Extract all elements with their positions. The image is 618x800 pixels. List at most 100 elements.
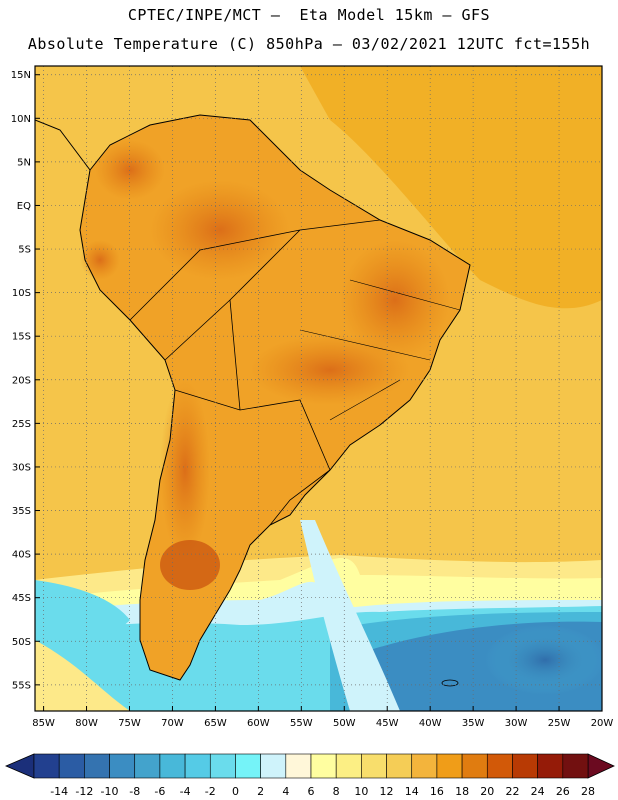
lat-tick-label: 30S — [12, 462, 31, 473]
colorbar-label: 28 — [581, 785, 595, 798]
colorbar-swatch — [84, 753, 110, 779]
colorbar-swatch — [58, 753, 85, 779]
lon-tick-label: 55W — [290, 718, 313, 729]
colorbar-label: 12 — [380, 785, 394, 798]
colorbar-swatch — [33, 753, 60, 779]
colorbar-low-arrow — [4, 753, 35, 779]
lat-tick-label: 50S — [12, 637, 31, 648]
coastal-cool-plume — [300, 520, 400, 711]
lat-tick-label: 5S — [18, 245, 31, 256]
colorbar-label: -8 — [129, 785, 140, 798]
colorbar-label: 20 — [480, 785, 494, 798]
lat-tick-label: EQ — [17, 201, 31, 212]
pacific-cold-band — [35, 580, 130, 644]
temperature-field — [35, 66, 602, 711]
hot-area-colombia — [95, 140, 165, 200]
lat-tick-label: 55S — [12, 680, 31, 691]
colorbar-swatch — [310, 753, 337, 779]
colorbar-swatch — [184, 753, 211, 779]
lat-tick-label: 25S — [12, 419, 31, 430]
colorbar-label: 2 — [257, 785, 264, 798]
central-america-coast — [35, 119, 91, 171]
colorbar-label: 10 — [354, 785, 368, 798]
colorbar-swatch — [134, 753, 161, 779]
longitude-axis: 85W 80W 75W 70W 65W 60W 55W 50W 45W 40W 35W 30W 25W 2… — [32, 706, 613, 729]
lat-tick-label: 40S — [12, 550, 31, 561]
colorbar-swatch — [386, 753, 413, 779]
graticule — [35, 66, 603, 711]
hot-area-northeast — [340, 240, 450, 360]
colorbar-swatch — [411, 753, 438, 779]
colorbar-swatch — [361, 753, 387, 779]
colorbar-label: 0 — [232, 785, 239, 798]
colorbar-label: 8 — [333, 785, 340, 798]
colorbar-swatch — [285, 753, 312, 779]
colorbar-label: -14 — [50, 785, 68, 798]
lon-tick-label: 20W — [591, 718, 614, 729]
colorbar-label: 14 — [405, 785, 419, 798]
cold-core — [485, 625, 602, 695]
pacific-south-band — [35, 640, 130, 711]
lat-tick-label: 15S — [12, 332, 31, 343]
lon-tick-label: 35W — [462, 718, 485, 729]
colorbar-swatch — [335, 753, 362, 779]
hot-area-peru — [80, 240, 120, 280]
lon-tick-label: 45W — [376, 718, 399, 729]
latitude-axis: 15N 10N 5N EQ 5S 10S 15S 20S 25S 30S 35S 40S 45S 50S 5… — [11, 70, 40, 691]
colorbar-swatch — [461, 753, 488, 779]
hot-area-central — [250, 335, 410, 405]
colorbar-swatch — [512, 753, 538, 779]
lat-tick-label: 10S — [12, 288, 31, 299]
colorbar-label: 4 — [282, 785, 289, 798]
colorbar-swatch — [109, 753, 136, 779]
colorbar-swatch — [537, 753, 564, 779]
colorbar-label: -4 — [180, 785, 191, 798]
lon-tick-label: 85W — [32, 718, 55, 729]
colorbar-swatch — [436, 753, 463, 779]
lat-tick-label: 5N — [17, 157, 31, 168]
coastline — [79, 114, 471, 681]
lat-tick-label: 10N — [11, 114, 31, 125]
lon-tick-label: 65W — [204, 718, 227, 729]
colorbar-swatch — [260, 753, 287, 779]
lon-tick-label: 70W — [161, 718, 184, 729]
lon-tick-label: 25W — [548, 718, 571, 729]
colorbar-swatch — [209, 753, 236, 779]
colorbar-label: 18 — [455, 785, 469, 798]
lat-tick-label: 45S — [12, 593, 31, 604]
country-borders — [129, 219, 381, 526]
colorbar-label: 6 — [308, 785, 315, 798]
warm-ocean-north — [300, 66, 602, 309]
colorbar-swatch — [235, 753, 261, 779]
colorbar-label: -10 — [101, 785, 119, 798]
hot-area-amazon — [150, 180, 290, 280]
colorbar: -14 -12 -10 -8 -6 -4 -2 0 2 4 6 8 10 12 14 16 18 20 22 24 26… — [4, 753, 615, 798]
lon-tick-label: 75W — [118, 718, 141, 729]
colorbar-label: 22 — [505, 785, 519, 798]
colorbar-label: 24 — [531, 785, 545, 798]
lon-tick-label: 60W — [247, 718, 270, 729]
falkland-islands — [441, 679, 459, 687]
hot-area-patagonia — [160, 540, 220, 590]
lat-tick-label: 20S — [12, 375, 31, 386]
colorbar-swatch — [562, 753, 589, 779]
colorbar-high-arrow — [587, 753, 615, 779]
lon-tick-label: 80W — [75, 718, 98, 729]
colorbar-swatch — [159, 753, 186, 779]
colorbar-label: -2 — [205, 785, 216, 798]
map-title-line2: Absolute Temperature (C) 850hPa – 03/02/… — [27, 35, 591, 53]
colorbar-swatch — [486, 753, 513, 779]
colorbar-label: -6 — [154, 785, 165, 798]
map-title-line1: CPTEC/INPE/MCT – Eta Model 15km – GFS — [127, 6, 491, 24]
lat-tick-label: 35S — [12, 506, 31, 517]
lon-tick-label: 40W — [419, 718, 442, 729]
hot-area-andes — [160, 380, 210, 560]
colorbar-label: 16 — [430, 785, 444, 798]
map-frame — [34, 65, 603, 712]
lon-tick-label: 30W — [505, 718, 528, 729]
lon-tick-label: 50W — [333, 718, 356, 729]
colorbar-label: -12 — [75, 785, 93, 798]
lat-tick-label: 15N — [11, 70, 31, 81]
state-borders — [299, 279, 461, 421]
